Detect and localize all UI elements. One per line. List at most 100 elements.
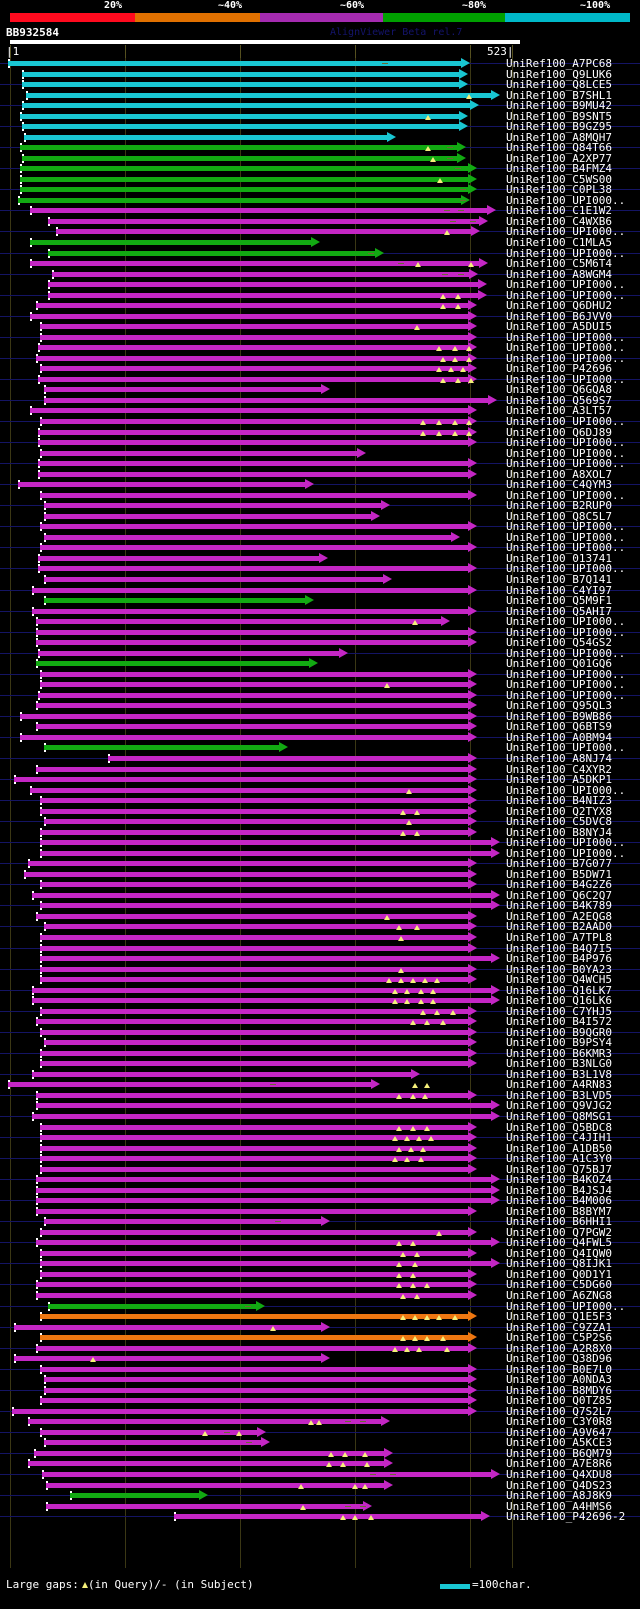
- hit-bar[interactable]: [36, 1177, 492, 1183]
- hit-bar[interactable]: [38, 566, 469, 572]
- table-row[interactable]: UniRef100_UPI000..: [0, 846, 640, 860]
- hit-label[interactable]: UniRef100_A4RN83: [506, 1078, 612, 1092]
- hit-label[interactable]: UniRef100_B0E7L0: [506, 1362, 612, 1376]
- hit-label[interactable]: UniRef100_Q0TZ85: [506, 1394, 612, 1408]
- table-row[interactable]: UniRef100_B9WB86: [0, 710, 640, 723]
- hit-bar[interactable]: [40, 829, 469, 835]
- hit-label[interactable]: UniRef100_B8NYJ4: [506, 825, 612, 839]
- table-row[interactable]: UniRef100_B5DW71: [0, 867, 640, 881]
- hit-label[interactable]: UniRef100_Q2TYX8: [506, 804, 612, 818]
- hit-bar[interactable]: [38, 555, 320, 561]
- table-row[interactable]: UniRef100_Q75BJ7: [0, 1162, 640, 1176]
- hit-label[interactable]: UniRef100_A7PC68: [506, 57, 612, 70]
- hit-bar[interactable]: [30, 208, 488, 214]
- table-row[interactable]: UniRef100_C4YI97: [0, 584, 640, 597]
- table-row[interactable]: UniRef100_UPI000..: [0, 247, 640, 260]
- table-row[interactable]: UniRef100_UPI000..: [0, 288, 640, 302]
- hit-bar[interactable]: [40, 450, 358, 456]
- hit-bar[interactable]: [20, 734, 469, 740]
- table-row[interactable]: UniRef100_Q38D96: [0, 1352, 640, 1365]
- hit-label[interactable]: UniRef100_Q16LK7: [506, 983, 612, 997]
- hit-label[interactable]: UniRef100_P42696-2: [506, 1510, 626, 1524]
- hit-label[interactable]: UniRef100_UPI000..: [506, 488, 626, 502]
- hit-bar[interactable]: [40, 1429, 258, 1435]
- table-row[interactable]: UniRef100_UPI000..: [0, 278, 640, 292]
- hit-bar[interactable]: [36, 1187, 492, 1193]
- table-row[interactable]: UniRef100_B4KOZ4: [0, 1173, 640, 1186]
- table-row[interactable]: UniRef100_A6ZNG8: [0, 1289, 640, 1302]
- table-row[interactable]: UniRef100_013741: [0, 552, 640, 565]
- hit-label[interactable]: UniRef100_C7YHJ5: [506, 1004, 612, 1018]
- hit-label[interactable]: UniRef100_A1DB50: [506, 1141, 612, 1155]
- hit-label[interactable]: UniRef100_UPI000..: [506, 562, 626, 576]
- hit-label[interactable]: UniRef100_Q6DJ89: [506, 425, 612, 439]
- table-row[interactable]: UniRef100_Q8IJK1: [0, 1257, 640, 1271]
- hit-label[interactable]: UniRef100_B4Q7I5: [506, 941, 612, 955]
- table-row[interactable]: UniRef100_Q6DHU2: [0, 299, 640, 312]
- table-row[interactable]: UniRef100_UPI000..: [0, 436, 640, 450]
- table-row[interactable]: UniRef100_Q9LUK6: [0, 68, 640, 81]
- hit-label[interactable]: UniRef100_UPI000..: [506, 625, 626, 639]
- hit-bar[interactable]: [40, 1145, 469, 1151]
- hit-label[interactable]: UniRef100_UPI000..: [506, 278, 626, 292]
- hit-bar[interactable]: [18, 197, 462, 203]
- hit-bar[interactable]: [40, 1271, 469, 1277]
- hit-label[interactable]: UniRef100_Q8LCE5: [506, 78, 612, 92]
- hit-label[interactable]: UniRef100_B4K789: [506, 899, 612, 913]
- hit-bar[interactable]: [38, 461, 469, 467]
- table-row[interactable]: UniRef100_Q8C5L7: [0, 510, 640, 523]
- hit-label[interactable]: UniRef100_A5DKP1: [506, 773, 612, 787]
- hit-bar[interactable]: [56, 229, 472, 235]
- table-row[interactable]: UniRef100_UPI000..: [0, 373, 640, 386]
- hit-bar[interactable]: [38, 376, 469, 382]
- table-row[interactable]: UniRef100_UPI000..: [0, 447, 640, 460]
- hit-bar[interactable]: [32, 892, 492, 898]
- hit-label[interactable]: UniRef100_C4WXB6: [506, 214, 612, 228]
- table-row[interactable]: UniRef100_B9SNT5: [0, 110, 640, 123]
- hit-label[interactable]: UniRef100_Q75BJ7: [506, 1162, 612, 1176]
- table-row[interactable]: UniRef100_B3NLG0: [0, 1057, 640, 1070]
- hit-bar[interactable]: [36, 619, 442, 625]
- hit-label[interactable]: UniRef100_B7Q141: [506, 572, 612, 586]
- hit-label[interactable]: UniRef100_UPI000..: [506, 846, 626, 860]
- table-row[interactable]: UniRef100_B4I572: [0, 1015, 640, 1029]
- hit-bar[interactable]: [14, 1356, 322, 1362]
- table-row[interactable]: UniRef100_Q7S2L7: [0, 1405, 640, 1418]
- hit-bar[interactable]: [36, 1208, 469, 1214]
- hit-label[interactable]: UniRef100_UPI000..: [506, 288, 626, 302]
- table-row[interactable]: UniRef100_B4G2Z6: [0, 878, 640, 891]
- hit-bar[interactable]: [36, 1293, 469, 1298]
- table-row[interactable]: UniRef100_A4HMS6: [0, 1500, 640, 1513]
- hit-label[interactable]: UniRef100_B4I572: [506, 1015, 612, 1029]
- hit-label[interactable]: UniRef100_B5DW71: [506, 867, 612, 881]
- hit-label[interactable]: UniRef100_A5KCE3: [506, 1436, 612, 1450]
- table-row[interactable]: UniRef100_A8MQH7: [0, 131, 640, 144]
- table-row[interactable]: UniRef100_Q95QL3: [0, 699, 640, 712]
- hit-label[interactable]: UniRef100_UPI000..: [506, 436, 626, 450]
- table-row[interactable]: UniRef100_B9PSY4: [0, 1036, 640, 1049]
- hit-label[interactable]: UniRef100_UPI000..: [506, 615, 626, 629]
- hit-bar[interactable]: [14, 777, 469, 783]
- table-row[interactable]: UniRef100_A2EQG8: [0, 910, 640, 923]
- hit-label[interactable]: UniRef100_A7E8R6: [506, 1457, 612, 1471]
- hit-label[interactable]: UniRef100_UPI000..: [506, 646, 626, 660]
- table-row[interactable]: UniRef100_UPI000..: [0, 562, 640, 576]
- table-row[interactable]: UniRef100_B7Q141: [0, 572, 640, 586]
- hit-label[interactable]: UniRef100_A1C3Y0: [506, 1152, 612, 1166]
- hit-bar[interactable]: [28, 1461, 385, 1467]
- hit-bar[interactable]: [36, 913, 469, 919]
- hit-label[interactable]: UniRef100_Q5BDC8: [506, 1120, 612, 1134]
- hit-bar[interactable]: [30, 313, 469, 319]
- table-row[interactable]: UniRef100_Q16LK7: [0, 983, 640, 997]
- hit-label[interactable]: UniRef100_Q8IJK1: [506, 1257, 612, 1271]
- hit-bar[interactable]: [14, 1324, 322, 1330]
- table-row[interactable]: UniRef100_C0PL38: [0, 183, 640, 196]
- table-row[interactable]: UniRef100_Q8LCE5: [0, 78, 640, 92]
- table-row[interactable]: UniRef100_Q8MSG1: [0, 1110, 640, 1123]
- table-row[interactable]: UniRef100_C5WS00: [0, 173, 640, 186]
- hit-label[interactable]: UniRef100_B7G077: [506, 857, 612, 871]
- hit-bar[interactable]: [44, 1040, 469, 1046]
- hit-label[interactable]: UniRef100_A8J8K9: [506, 1489, 612, 1503]
- hit-bar[interactable]: [40, 1156, 469, 1162]
- table-row[interactable]: UniRef100_Q0TZ85: [0, 1394, 640, 1408]
